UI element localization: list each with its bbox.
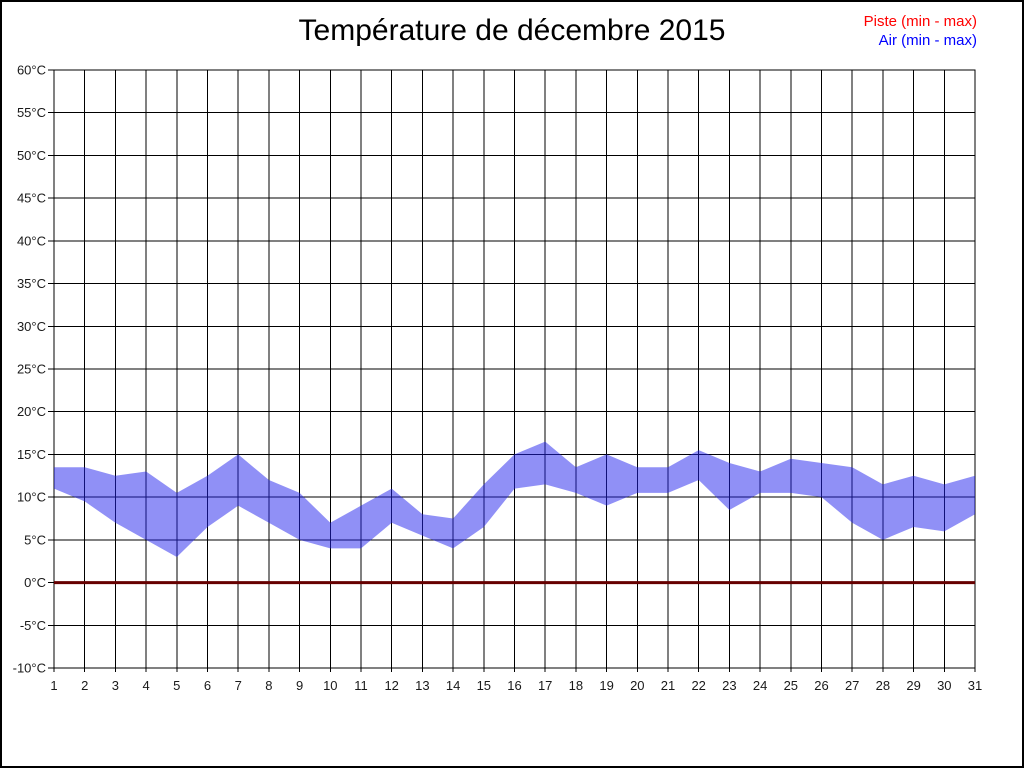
x-tick-label: 30 xyxy=(937,678,951,693)
y-tick-label: 10°C xyxy=(17,490,46,505)
y-tick-label: 30°C xyxy=(17,319,46,334)
x-tick-label: 31 xyxy=(968,678,982,693)
legend-item-air: Air (min - max) xyxy=(878,32,977,49)
y-tick-label: 55°C xyxy=(17,105,46,120)
x-tick-label: 10 xyxy=(323,678,337,693)
x-tick-label: 24 xyxy=(753,678,767,693)
x-tick-label: 28 xyxy=(876,678,890,693)
x-tick-label: 18 xyxy=(569,678,583,693)
y-tick-label: -10°C xyxy=(13,661,46,676)
x-tick-label: 19 xyxy=(599,678,613,693)
grid-lines xyxy=(53,69,976,669)
y-tick-label: 25°C xyxy=(17,362,46,377)
x-tick-label: 6 xyxy=(204,678,211,693)
x-tick-label: 2 xyxy=(81,678,88,693)
y-tick-label: 50°C xyxy=(17,148,46,163)
x-tick-label: 1 xyxy=(50,678,57,693)
x-tick-label: 3 xyxy=(112,678,119,693)
x-tick-label: 22 xyxy=(691,678,705,693)
y-tick-label: 5°C xyxy=(24,532,46,547)
x-tick-label: 14 xyxy=(446,678,460,693)
air-minmax-band xyxy=(54,441,975,557)
x-tick-label: 25 xyxy=(784,678,798,693)
x-tick-label: 26 xyxy=(814,678,828,693)
x-tick-label: 8 xyxy=(265,678,272,693)
y-tick-label: -5°C xyxy=(20,618,46,633)
x-tick-label: 17 xyxy=(538,678,552,693)
x-tick-label: 21 xyxy=(661,678,675,693)
y-tick-label: 15°C xyxy=(17,447,46,462)
x-tick-label: 5 xyxy=(173,678,180,693)
x-tick-label: 23 xyxy=(722,678,736,693)
x-tick-label: 27 xyxy=(845,678,859,693)
x-tick-label: 11 xyxy=(354,678,368,693)
y-tick-label: 0°C xyxy=(24,575,46,590)
legend: Piste (min - max) Air (min - max) xyxy=(864,12,977,50)
x-tick-label: 7 xyxy=(235,678,242,693)
x-tick-label: 15 xyxy=(477,678,491,693)
y-tick-label: 20°C xyxy=(17,404,46,419)
x-tick-label: 12 xyxy=(384,678,398,693)
axis-ticks xyxy=(48,69,976,672)
y-tick-label: 35°C xyxy=(17,276,46,291)
x-tick-label: 4 xyxy=(142,678,149,693)
x-tick-label: 9 xyxy=(296,678,303,693)
chart-title: Température de décembre 2015 xyxy=(298,14,726,47)
x-tick-label: 16 xyxy=(507,678,521,693)
y-tick-label: 45°C xyxy=(17,191,46,206)
legend-item-piste: Piste (min - max) xyxy=(863,13,977,30)
x-tick-label: 13 xyxy=(415,678,429,693)
x-tick-label: 29 xyxy=(906,678,920,693)
x-tick-label: 20 xyxy=(630,678,644,693)
y-tick-label: 40°C xyxy=(17,233,46,248)
y-tick-label: 60°C xyxy=(17,63,46,78)
